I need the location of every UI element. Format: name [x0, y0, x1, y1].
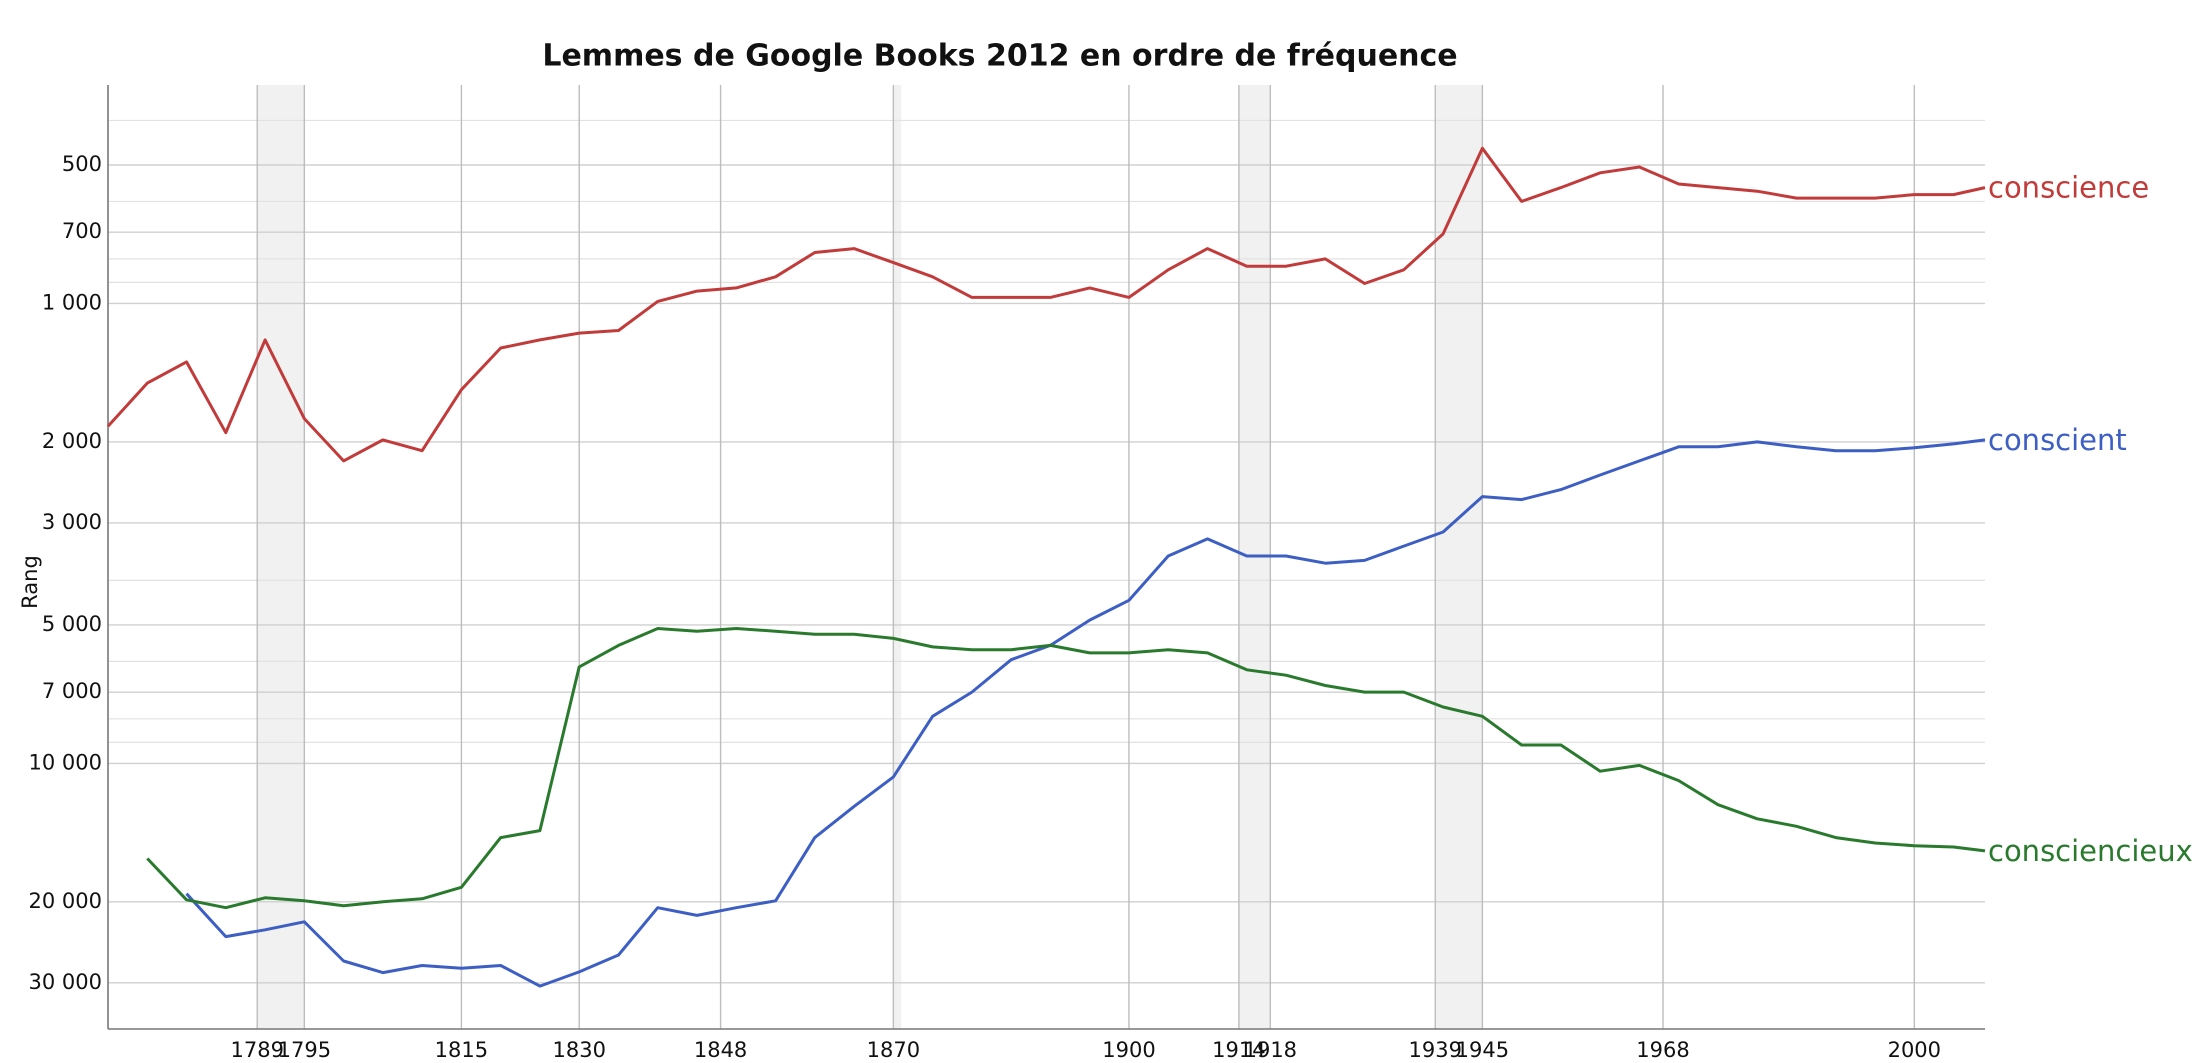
- series-label: consciencieux: [1988, 834, 2193, 868]
- x-tick-label: 1848: [694, 1038, 747, 1062]
- y-tick-label: 700: [62, 219, 102, 243]
- x-tick-label: 1918: [1244, 1038, 1297, 1062]
- shaded-period: [1435, 85, 1483, 1029]
- series-label: conscient: [1988, 423, 2127, 457]
- y-tick-label: 7 000: [42, 679, 102, 703]
- x-tick-label: 1945: [1456, 1038, 1509, 1062]
- x-tick-label: 1870: [867, 1038, 920, 1062]
- series-line: [146, 627, 1986, 910]
- x-tick-label: 1968: [1636, 1038, 1689, 1062]
- x-tick-label: 1900: [1102, 1038, 1155, 1062]
- y-tick-label: 2 000: [42, 429, 102, 453]
- y-tick-label: 30 000: [29, 970, 102, 994]
- y-tick-label: 1 000: [42, 290, 102, 314]
- x-tick-label: 1830: [552, 1038, 605, 1062]
- x-tick-label: 1795: [278, 1038, 331, 1062]
- background-layer: [108, 85, 1985, 1029]
- y-tick-label: 10 000: [29, 750, 102, 774]
- x-tick-label: 1789: [230, 1038, 283, 1062]
- x-tick-label: 2000: [1888, 1038, 1941, 1062]
- y-tick-label: 3 000: [42, 510, 102, 534]
- x-tick-label: 1815: [435, 1038, 488, 1062]
- x-tick-label: 1939: [1409, 1038, 1462, 1062]
- y-axis-label: Rang: [18, 555, 42, 609]
- shaded-period: [893, 85, 902, 1029]
- y-tick-label: 500: [62, 152, 102, 176]
- series-line: [106, 146, 1986, 463]
- chart-title: Lemmes de Google Books 2012 en ordre de …: [542, 39, 1457, 74]
- x-tick-label: 1914: [1212, 1038, 1265, 1062]
- series-label: conscience: [1988, 171, 2149, 205]
- y-tick-label: 20 000: [29, 889, 102, 913]
- y-tick-label: 5 000: [42, 612, 102, 636]
- series-line: [185, 438, 1986, 988]
- shaded-period: [257, 85, 305, 1029]
